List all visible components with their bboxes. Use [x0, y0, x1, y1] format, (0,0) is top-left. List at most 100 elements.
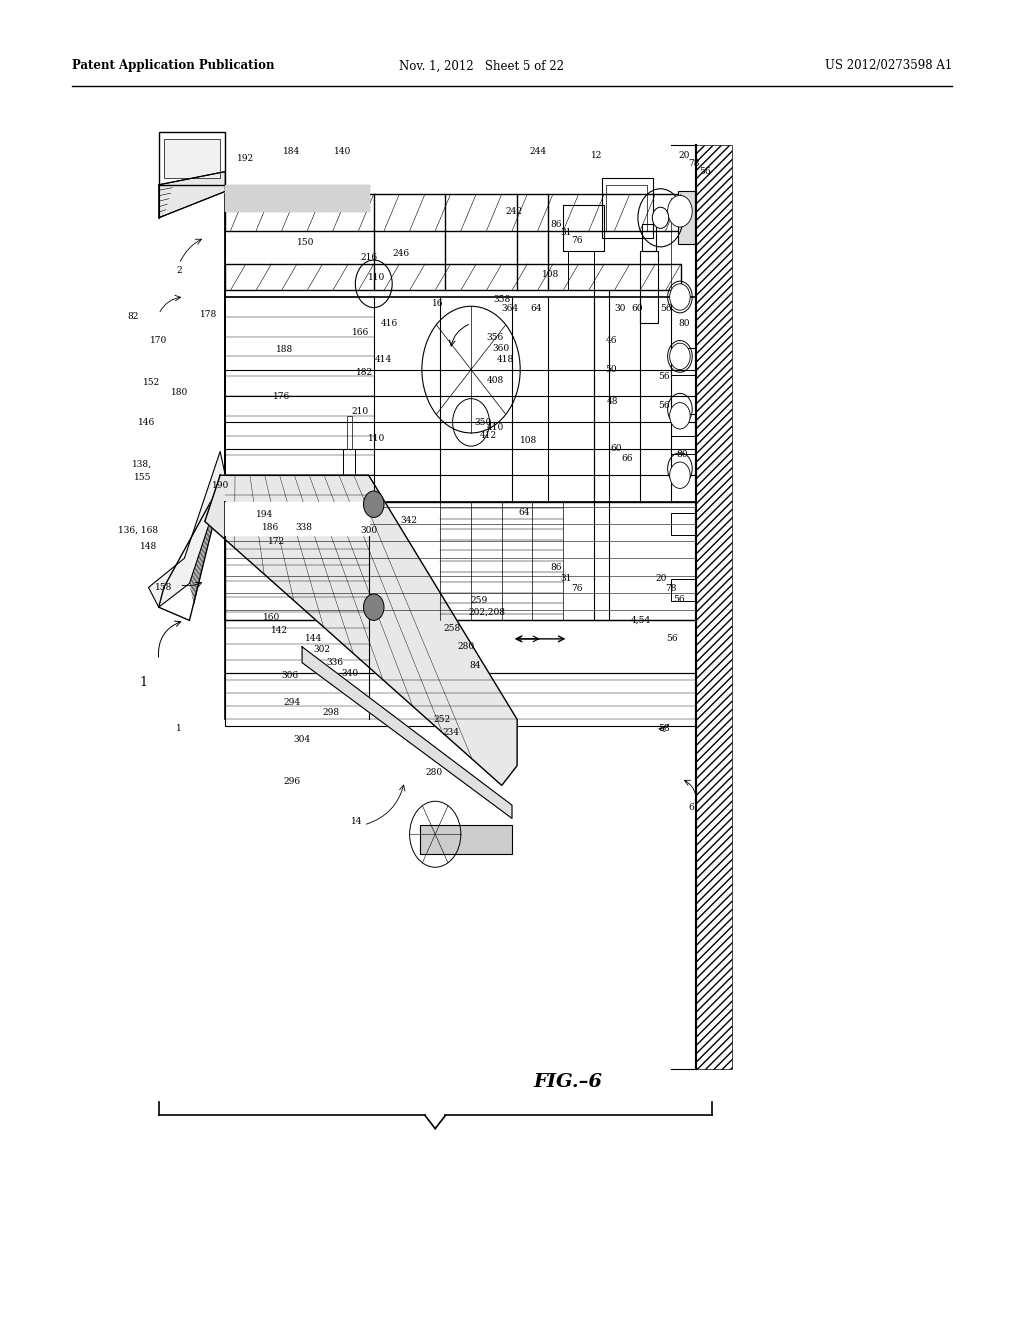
Text: 280: 280 — [458, 643, 474, 651]
Bar — [343, 449, 355, 528]
Text: 46: 46 — [605, 337, 617, 345]
Text: 56: 56 — [659, 305, 672, 313]
Text: 31: 31 — [560, 228, 572, 236]
Text: 336: 336 — [327, 659, 343, 667]
Circle shape — [670, 462, 690, 488]
Text: 56: 56 — [657, 372, 670, 380]
Text: 280: 280 — [426, 768, 442, 776]
Text: 108: 108 — [543, 271, 559, 279]
Text: 64: 64 — [530, 305, 543, 313]
Text: US 2012/0273598 A1: US 2012/0273598 A1 — [825, 59, 952, 73]
Text: 242: 242 — [506, 207, 522, 215]
Polygon shape — [148, 451, 225, 607]
Text: 192: 192 — [238, 154, 254, 162]
Text: 186: 186 — [262, 524, 279, 532]
Text: 20: 20 — [655, 574, 668, 582]
Text: 176: 176 — [273, 392, 290, 400]
Bar — [225, 620, 696, 673]
Circle shape — [652, 207, 669, 228]
Text: 244: 244 — [529, 148, 546, 156]
Polygon shape — [205, 475, 517, 785]
Text: 136, 168: 136, 168 — [118, 527, 159, 535]
Circle shape — [670, 403, 690, 429]
Text: 56: 56 — [657, 401, 670, 409]
Text: 86: 86 — [550, 564, 562, 572]
Text: 259: 259 — [471, 597, 487, 605]
Text: 150: 150 — [297, 239, 313, 247]
Text: 140: 140 — [335, 148, 351, 156]
Polygon shape — [159, 172, 225, 218]
Bar — [225, 264, 681, 290]
Text: 14: 14 — [350, 817, 362, 825]
Text: 80: 80 — [676, 450, 688, 458]
Bar — [671, 348, 699, 370]
Text: 178: 178 — [201, 310, 217, 318]
Text: 166: 166 — [352, 329, 369, 337]
Bar — [347, 416, 352, 449]
Text: 76: 76 — [570, 236, 583, 244]
Text: 16: 16 — [431, 300, 443, 308]
Text: 300: 300 — [360, 527, 377, 535]
Text: Nov. 1, 2012   Sheet 5 of 22: Nov. 1, 2012 Sheet 5 of 22 — [398, 59, 564, 73]
Text: 172: 172 — [268, 537, 285, 545]
Text: 60: 60 — [610, 445, 623, 453]
Bar — [420, 825, 512, 854]
Text: 158: 158 — [156, 583, 172, 591]
Text: 80: 80 — [678, 319, 690, 327]
Text: 56: 56 — [666, 635, 678, 643]
Text: 194: 194 — [256, 511, 272, 519]
Text: 66: 66 — [621, 454, 633, 462]
Text: 246: 246 — [393, 249, 410, 257]
Text: FIG.–6: FIG.–6 — [534, 1073, 603, 1092]
Text: 412: 412 — [480, 432, 497, 440]
Text: 30: 30 — [614, 305, 627, 313]
Text: 78: 78 — [688, 160, 700, 168]
Circle shape — [364, 594, 384, 620]
Text: 148: 148 — [140, 543, 157, 550]
Text: 182: 182 — [356, 368, 373, 376]
Polygon shape — [225, 502, 369, 535]
Text: 416: 416 — [381, 319, 397, 327]
Bar — [671, 579, 699, 601]
Bar — [225, 194, 681, 231]
Text: 340: 340 — [342, 669, 358, 677]
Circle shape — [364, 491, 384, 517]
Text: 50: 50 — [605, 366, 617, 374]
Text: 110: 110 — [369, 434, 385, 442]
Bar — [225, 502, 696, 620]
Text: 410: 410 — [487, 424, 504, 432]
Text: 298: 298 — [323, 709, 339, 717]
Text: 296: 296 — [284, 777, 300, 785]
Text: 1: 1 — [139, 676, 147, 689]
Circle shape — [670, 343, 690, 370]
Text: 188: 188 — [276, 346, 293, 354]
Text: 84: 84 — [469, 661, 481, 669]
Text: 302: 302 — [313, 645, 330, 653]
Text: 152: 152 — [143, 379, 160, 387]
Text: 338: 338 — [296, 524, 312, 532]
Text: 144: 144 — [305, 635, 322, 643]
Text: 86: 86 — [550, 220, 562, 228]
Text: 78: 78 — [665, 585, 677, 593]
Text: 142: 142 — [271, 627, 288, 635]
Polygon shape — [302, 647, 512, 818]
Text: 2: 2 — [176, 267, 182, 275]
Bar — [164, 139, 220, 178]
Text: 58: 58 — [657, 725, 670, 733]
Text: Patent Application Publication: Patent Application Publication — [72, 59, 274, 73]
Bar — [568, 251, 594, 290]
Text: 252: 252 — [434, 715, 451, 723]
Text: 358: 358 — [494, 296, 510, 304]
Bar — [225, 297, 696, 502]
Bar — [159, 132, 225, 185]
Text: 294: 294 — [284, 698, 300, 706]
Text: 216: 216 — [360, 253, 377, 261]
Text: 56: 56 — [673, 595, 685, 603]
Text: 6: 6 — [688, 804, 694, 812]
Bar — [642, 224, 656, 251]
Text: 414: 414 — [375, 355, 391, 363]
Bar — [678, 191, 700, 244]
Circle shape — [668, 195, 692, 227]
Text: 210: 210 — [352, 408, 369, 416]
Text: 20: 20 — [678, 152, 690, 160]
